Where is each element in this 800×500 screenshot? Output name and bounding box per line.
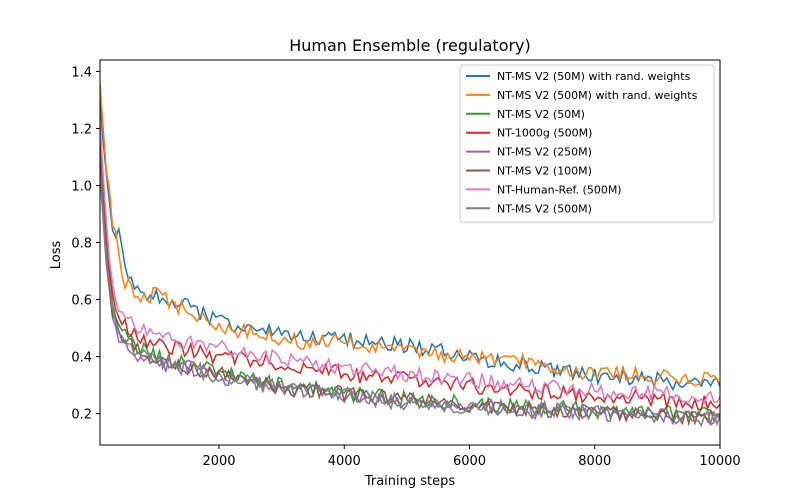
x-axis-label: Training steps [364, 474, 456, 489]
x-tick-label: 6000 [453, 454, 486, 469]
legend-entry: NT-MS V2 (500M) with rand. weights [497, 89, 698, 102]
axes-layer: 2000 4000 6000 8000 10000 0.2 0.4 0.6 0.8 1.0 1.2 1… [71, 59, 741, 469]
plot-frame [99, 59, 721, 446]
legend-entry: NT-MS V2 (100M) [497, 165, 592, 178]
y-tick-label: 0.2 [71, 408, 92, 423]
legend-entry: NT-Human-Ref. (500M) [497, 183, 622, 196]
y-tick-label: 0.4 [71, 351, 92, 366]
series-line-7 [100, 122, 720, 405]
legend: NT-MS V2 (50M) with rand. weights NT-MS V… [459, 64, 715, 223]
legend-entry: NT-MS V2 (250M) [497, 146, 592, 159]
legend-entry: NT-MS V2 (500M) [497, 202, 592, 215]
series-line-3 [100, 151, 720, 422]
legend-box [459, 64, 715, 223]
series-line-6 [100, 162, 720, 427]
y-tick-label: 0.8 [71, 237, 92, 252]
chart-title: Human Ensemble (regulatory) [289, 36, 531, 55]
y-tick-label: 1.2 [71, 122, 92, 137]
series-line-1 [100, 102, 720, 392]
y-tick-label: 1.0 [71, 179, 92, 194]
x-tick-label: 2000 [202, 454, 235, 469]
y-tick-label: 0.6 [71, 294, 92, 309]
x-tick-label: 10000 [699, 454, 740, 469]
legend-entry: NT-MS V2 (50M) [497, 108, 585, 121]
legend-entry: NT-MS V2 (50M) with rand. weights [497, 70, 691, 83]
series-line-8 [100, 168, 720, 428]
series-layer [100, 82, 720, 428]
y-axis-label: Loss [49, 241, 64, 270]
y-tick-label: 1.4 [71, 65, 92, 80]
legend-entry: NT-1000g (500M) [497, 127, 592, 140]
x-tick-label: 4000 [328, 454, 361, 469]
series-line-2 [100, 82, 720, 387]
x-tick-label: 8000 [578, 454, 611, 469]
